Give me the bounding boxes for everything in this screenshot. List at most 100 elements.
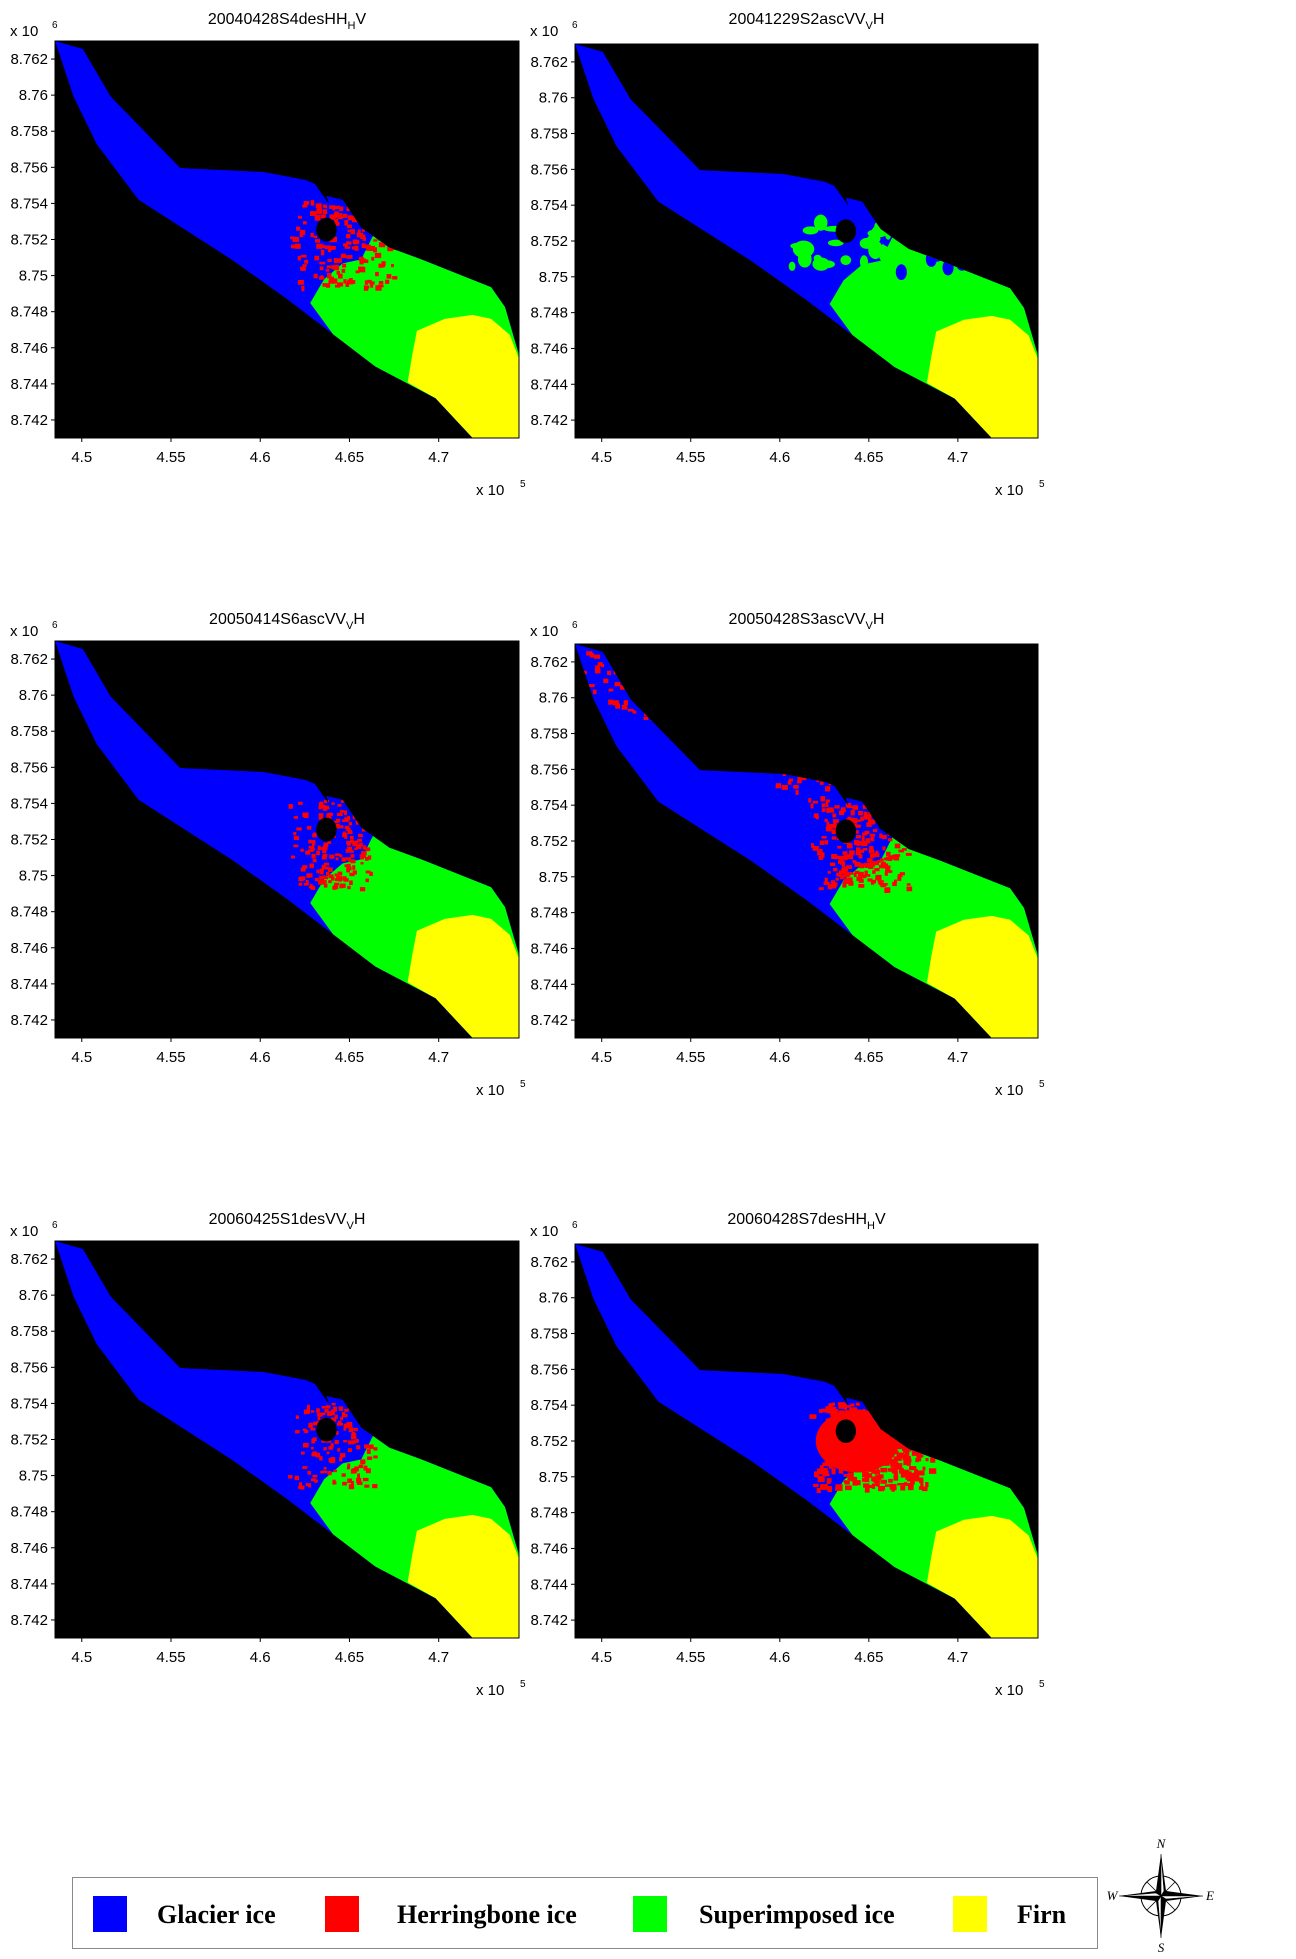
y-tick-label: 8.76 [539,1290,568,1307]
legend-swatch [633,1896,667,1932]
glacier-ice-patch [895,264,907,281]
y-tick-label: 8.752 [10,232,48,249]
x-tick-label: 4.7 [947,1049,968,1066]
herringbone-ice-patch [334,211,339,217]
herringbone-ice-patch [338,213,343,218]
herringbone-ice-patch [316,208,323,214]
herringbone-ice-patch [353,239,357,245]
herringbone-ice-patch [309,211,317,216]
herringbone-ice-patch [811,843,814,848]
herringbone-ice-patch [894,843,901,849]
x-tick-label: 4.6 [769,1649,790,1666]
herringbone-ice-patch [922,1466,926,1471]
herringbone-ice-patch [318,815,324,820]
herringbone-ice-patch [318,813,324,817]
herringbone-ice-patch [860,816,864,822]
y-tick-label: 8.742 [530,1612,568,1629]
herringbone-ice-patch [880,862,885,868]
legend-swatch [953,1896,987,1932]
herringbone-ice-patch [352,843,357,847]
herringbone-ice-patch [375,271,379,277]
herringbone-ice-patch [820,796,826,802]
x-tick-label: 4.6 [769,449,790,466]
herringbone-ice-patch [826,821,830,827]
herringbone-ice-patch [311,1478,316,1482]
herringbone-ice-patch [327,841,332,844]
y-tick-label: 8.758 [530,726,568,743]
herringbone-ice-patch [339,1453,346,1458]
herringbone-ice-patch [307,873,313,878]
x-tick-label: 4.7 [947,449,968,466]
herringbone-ice-patch [896,1443,903,1450]
x-tick-label: 4.7 [428,449,449,466]
y-exponent-label: 6 [572,620,578,631]
herringbone-ice-patch [857,872,862,877]
herringbone-ice-patch [902,1469,910,1475]
herringbone-ice-patch [916,1455,922,1462]
herringbone-ice-patch [825,826,832,832]
herringbone-ice-patch [346,866,352,871]
herringbone-ice-patch [841,874,848,878]
herringbone-ice-patch [824,877,828,883]
x-tick-label: 4.55 [676,1049,705,1066]
herringbone-ice-patch [821,835,827,839]
herringbone-ice-patch [358,256,364,262]
herringbone-ice-patch [361,851,367,856]
map-title: 20050428S3ascVVVH [729,611,885,632]
herringbone-ice-patch [870,819,876,825]
herringbone-ice-patch [365,878,369,883]
herringbone-ice-patch [349,835,354,840]
herringbone-ice-patch [392,276,398,280]
herringbone-ice-patch [318,879,322,885]
herringbone-ice-patch [347,1448,352,1453]
herringbone-ice-patch [833,822,837,829]
herringbone-ice-patch [828,807,834,813]
herringbone-ice-patch [841,862,845,868]
y-tick-label: 8.744 [530,1576,568,1593]
herringbone-ice-patch [386,274,392,279]
herringbone-ice-patch [335,853,340,856]
herringbone-ice-patch [588,684,595,688]
herringbone-ice-patch [879,883,886,886]
herringbone-ice-patch [863,814,870,820]
herringbone-ice-patch [822,1470,829,1477]
herringbone-ice-patch [334,1440,339,1445]
superimposed-ice-patch [827,239,844,247]
herringbone-ice-patch [852,860,857,864]
map-panel-chart: 20050428S3ascVVVH x 10 6 8.762 8.76 8.758 8.75… [530,611,1045,1099]
herringbone-ice-patch [877,880,884,883]
herringbone-ice-patch [322,876,329,880]
herringbone-ice-patch [358,266,364,271]
y-tick-label: 8.754 [10,195,48,212]
herringbone-ice-patch [821,803,826,808]
herringbone-ice-patch [341,1473,346,1477]
herringbone-ice-patch [336,270,341,275]
herringbone-ice-patch [343,878,349,882]
x-tick-label: 4.65 [854,449,883,466]
herringbone-ice-patch [302,865,308,869]
herringbone-ice-patch [359,856,365,860]
herringbone-ice-patch [307,1470,311,1475]
herringbone-ice-patch [321,1406,328,1409]
y-tick-label: 8.752 [530,833,568,850]
herringbone-ice-patch [836,872,841,877]
herringbone-ice-patch [844,1480,850,1485]
herringbone-ice-patch [902,1444,910,1451]
herringbone-ice-patch [865,838,871,844]
x-tick-label: 4.55 [156,1649,185,1666]
herringbone-ice-patch [864,870,868,876]
herringbone-ice-patch [817,850,822,856]
herringbone-ice-patch [884,871,888,876]
herringbone-ice-patch [348,821,353,826]
herringbone-ice-patch [907,1485,914,1491]
x-tick-label: 4.5 [591,1649,612,1666]
y-tick-label: 8.75 [539,269,568,286]
herringbone-ice-patch [347,815,351,821]
y-tick-label: 8.758 [10,123,48,140]
herringbone-ice-patch [353,841,357,845]
herringbone-ice-patch [620,685,627,690]
herringbone-ice-patch [342,1481,347,1486]
herringbone-ice-patch [352,1428,358,1431]
herringbone-ice-patch [841,867,847,873]
firn-region [407,914,519,1038]
